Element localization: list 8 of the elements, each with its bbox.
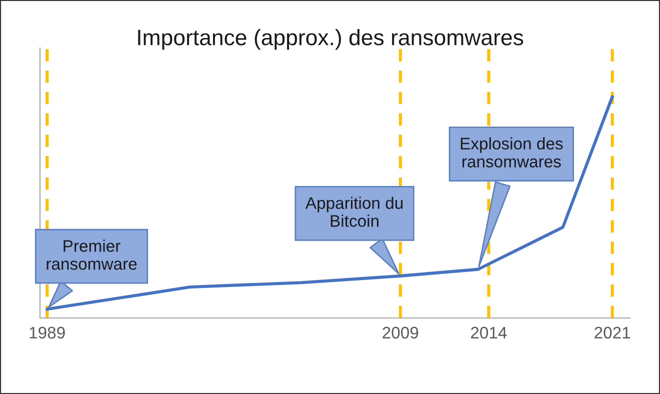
chart-title: Importance (approx.) des ransomwares (138, 29, 524, 50)
x-tick-label: 2009 (382, 326, 418, 339)
x-tick-label: 1989 (30, 326, 65, 339)
x-tick-label: 2021 (594, 326, 630, 339)
annotation: Explosion des ransomwares (460, 137, 563, 168)
x-tick-label: 2014 (470, 326, 507, 339)
annotation: Apparition du Bitcoin (305, 196, 403, 227)
annotation: Premier ransomware (46, 240, 137, 270)
